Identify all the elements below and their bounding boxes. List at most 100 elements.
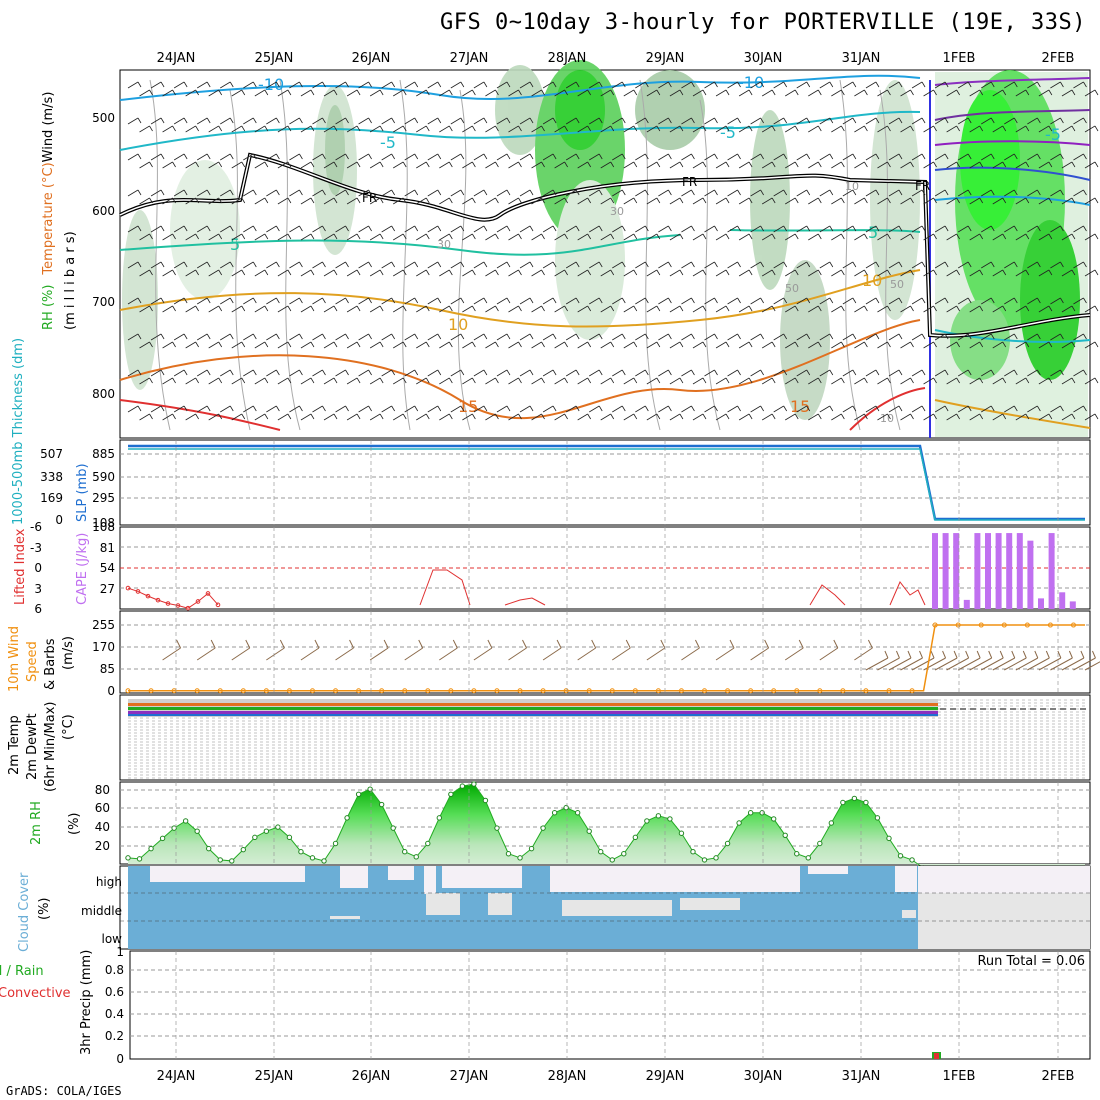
freezing-level	[119, 152, 1091, 338]
wind10m-label-3: & Barbs	[43, 638, 58, 690]
rh-point	[332, 840, 339, 847]
cape-bar	[1027, 540, 1034, 609]
cape-label: CAPE (J/kg)	[75, 533, 90, 605]
precip-tick: 0.6	[105, 985, 124, 999]
rh-point	[459, 783, 466, 789]
precip-panel: Run Total = 0.06 1 0.8 0.6 0.4 0.2 0 Tot…	[0, 945, 1091, 1066]
li-ticks: -6 -3 0 3 6	[30, 520, 42, 616]
rh-point	[909, 857, 915, 863]
cloud-mid-gaps	[330, 893, 916, 919]
contour-label: -5	[1045, 125, 1061, 144]
rh2m-tick: 40	[95, 820, 110, 834]
slp-tick: 885	[92, 447, 115, 461]
rh-point	[517, 855, 523, 861]
rh-point	[574, 810, 581, 816]
rh-point	[897, 853, 904, 859]
date-label: 25JAN	[255, 1069, 294, 1084]
date-label: 26JAN	[352, 51, 391, 66]
rh-point	[851, 795, 858, 802]
cloud-high-fill	[918, 866, 1090, 893]
rh-point	[609, 857, 615, 863]
temp2m-label-1: 2m Temp	[7, 715, 22, 775]
grads-credit: GrADS: COLA/IGES	[6, 1084, 122, 1098]
wind-tick: 170	[92, 640, 115, 654]
contour-label: -5	[380, 133, 396, 152]
date-label: 2FEB	[1042, 51, 1075, 66]
rh-point	[471, 781, 477, 787]
contour-label: 5	[230, 235, 240, 254]
pressure-tick: 800	[92, 387, 115, 401]
rh2m-label: 2m RH	[29, 801, 44, 845]
rh-point	[747, 810, 754, 816]
precip-bar-convective	[934, 1053, 939, 1059]
contour-label: 50	[890, 278, 904, 291]
date-label: 26JAN	[352, 1069, 391, 1084]
rh-point	[586, 828, 592, 834]
lifted-index-segment	[809, 584, 846, 606]
rh-point	[713, 855, 719, 861]
rh-point	[505, 851, 512, 857]
rh-point	[229, 858, 235, 864]
rh-point	[840, 799, 846, 806]
upper-air-ylabel: RH (%) Temperature (°C)Wind (m/s)	[41, 92, 56, 330]
precip-tick: 0.2	[105, 1029, 124, 1043]
li-tick: 0	[34, 561, 42, 575]
rh-point	[667, 816, 673, 822]
rh-point	[690, 849, 696, 855]
date-label: 25JAN	[255, 51, 294, 66]
rh-point	[367, 786, 373, 792]
li-tick: 3	[34, 582, 42, 596]
temperature-label: Temperature (°C)	[41, 162, 56, 275]
rh-point	[344, 815, 350, 821]
rh-point	[874, 815, 881, 821]
wind-ticks: 255 170 85 0	[92, 618, 115, 698]
contour-label: -5	[720, 123, 736, 142]
cape-ticks: 108 81 54 27	[92, 520, 115, 596]
rh-point	[724, 840, 731, 847]
date-label: 27JAN	[450, 51, 489, 66]
rh-point	[240, 846, 247, 853]
millibars-label: (m i l l i b a r s)	[63, 231, 78, 330]
date-label: 28JAN	[548, 51, 587, 66]
rh-point	[194, 828, 200, 834]
rh-point	[309, 855, 316, 861]
wind-tick: 0	[107, 684, 115, 698]
rh-point	[263, 828, 270, 834]
contour-label: -10	[738, 73, 764, 92]
rh-point	[794, 851, 800, 857]
cape-tick: 54	[100, 561, 115, 575]
rh-point	[701, 857, 708, 863]
wind10m-label-4: (m/s)	[61, 636, 76, 670]
rh-point	[413, 854, 419, 860]
contour-label: 15	[790, 397, 810, 416]
temp2m-label-4: (°C)	[61, 714, 76, 740]
temp-band	[128, 714, 938, 716]
cape-li-panel: -6 -3 0 3 6 108 81 54 27 Lifted Index CA…	[13, 520, 1091, 616]
slp-tick: 590	[92, 470, 115, 484]
rh2m-tick: 60	[95, 801, 110, 815]
rh-point	[782, 832, 788, 838]
top-date-axis: 24JAN 25JAN 26JAN 27JAN 28JAN 29JAN 30JAN 31JAN…	[157, 51, 1075, 66]
thickness-label: 1000-500mb Thickness (dm)	[11, 338, 26, 525]
bottom-date-axis: 24JAN 25JAN 26JAN 27JAN 28JAN 29JAN 30JAN 31JAN…	[157, 1069, 1075, 1084]
temp-band	[128, 711, 938, 714]
rh2m-tick: 80	[95, 783, 110, 797]
contour-label: 30	[437, 238, 451, 251]
date-label: 24JAN	[157, 1069, 196, 1084]
lifted-index-segment	[504, 597, 546, 606]
lifted-index-segment	[889, 581, 926, 606]
rh-point	[217, 857, 223, 863]
cape-tick: 27	[100, 582, 115, 596]
rh-point	[828, 820, 835, 826]
temp-band	[128, 703, 938, 706]
cloud-tick-high: high	[96, 875, 122, 889]
rh-point	[598, 849, 604, 855]
page-title: GFS 0~10day 3-hourly for PORTERVILLE (19…	[439, 10, 1086, 35]
rh-point	[298, 849, 304, 855]
li-tick: 6	[34, 602, 42, 616]
rh-point	[321, 858, 327, 864]
contour-label: 5	[868, 223, 878, 242]
rh-point	[736, 820, 742, 826]
date-label: 28JAN	[548, 1069, 587, 1084]
date-label: 30JAN	[744, 1069, 783, 1084]
